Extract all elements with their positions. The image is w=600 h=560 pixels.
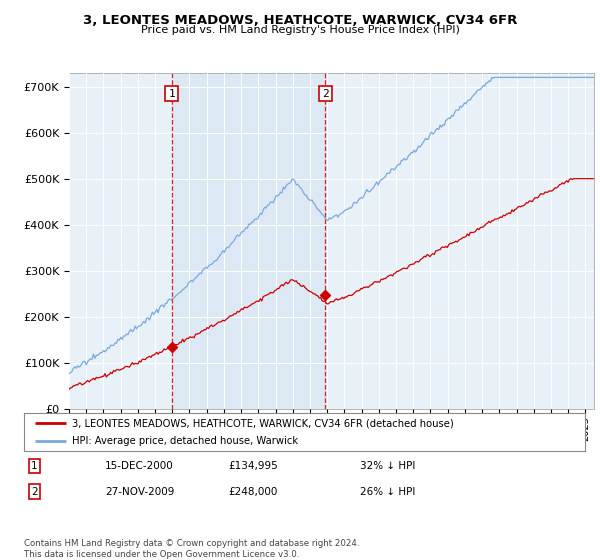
Text: £248,000: £248,000 — [228, 487, 277, 497]
Text: 27-NOV-2009: 27-NOV-2009 — [105, 487, 175, 497]
Text: 1: 1 — [31, 461, 38, 471]
Text: Price paid vs. HM Land Registry's House Price Index (HPI): Price paid vs. HM Land Registry's House … — [140, 25, 460, 35]
Text: 26% ↓ HPI: 26% ↓ HPI — [360, 487, 415, 497]
Text: 2: 2 — [322, 88, 329, 99]
Text: 3, LEONTES MEADOWS, HEATHCOTE, WARWICK, CV34 6FR (detached house): 3, LEONTES MEADOWS, HEATHCOTE, WARWICK, … — [71, 418, 454, 428]
Text: 2: 2 — [31, 487, 38, 497]
Text: 15-DEC-2000: 15-DEC-2000 — [105, 461, 174, 471]
Bar — [172, 73, 325, 409]
Text: HPI: Average price, detached house, Warwick: HPI: Average price, detached house, Warw… — [71, 436, 298, 446]
Text: 1: 1 — [168, 88, 175, 99]
Text: 32% ↓ HPI: 32% ↓ HPI — [360, 461, 415, 471]
Text: £134,995: £134,995 — [228, 461, 278, 471]
Text: Contains HM Land Registry data © Crown copyright and database right 2024.
This d: Contains HM Land Registry data © Crown c… — [24, 539, 359, 559]
Text: 3, LEONTES MEADOWS, HEATHCOTE, WARWICK, CV34 6FR: 3, LEONTES MEADOWS, HEATHCOTE, WARWICK, … — [83, 14, 517, 27]
